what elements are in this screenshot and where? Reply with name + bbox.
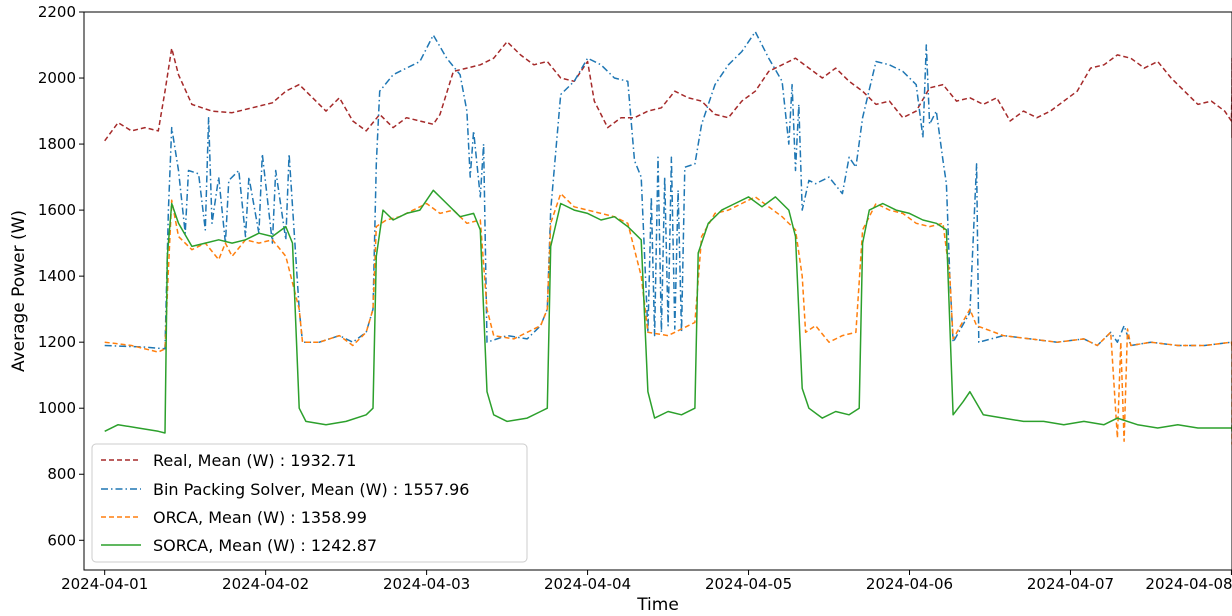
x-tick-label: 2024-04-04 <box>544 575 631 593</box>
y-tick-label: 1200 <box>38 333 76 351</box>
y-axis: 600 800 1000 1200 1400 1600 1800 2000 2200 <box>38 3 84 549</box>
legend-label-sorca: SORCA, Mean (W) : 1242.87 <box>153 536 377 555</box>
y-tick-label: 1000 <box>38 399 76 417</box>
y-tick-label: 800 <box>47 465 76 483</box>
y-tick-label: 1600 <box>38 201 76 219</box>
y-tick-label: 1800 <box>38 135 76 153</box>
series-layer <box>104 31 1232 445</box>
x-axis-title: Time <box>636 595 679 615</box>
x-axis: 2024-04-01 2024-04-02 2024-04-03 2024-04-04… <box>61 570 1232 593</box>
y-tick-label: 1400 <box>38 267 76 285</box>
x-tick-label: 2024-04-01 <box>61 575 148 593</box>
x-tick-label: 2024-04-07 <box>1027 575 1114 593</box>
y-tick-label: 2200 <box>38 3 76 21</box>
legend: Real, Mean (W) : 1932.71 Bin Packing Sol… <box>91 443 528 563</box>
series-line-sorca <box>104 189 1232 434</box>
y-tick-label: 600 <box>47 531 76 549</box>
x-tick-label: 2024-04-08 <box>1145 575 1232 593</box>
legend-label-bin-packing: Bin Packing Solver, Mean (W) : 1557.96 <box>153 480 469 499</box>
series-line-bin-packing-solver <box>104 31 1232 350</box>
y-axis-title: Average Power (W) <box>9 210 29 372</box>
plot-frame <box>83 11 1232 571</box>
series-line-real <box>104 40 1232 142</box>
x-tick-label: 2024-04-02 <box>222 575 309 593</box>
series-line-orca <box>104 192 1232 445</box>
legend-label-orca: ORCA, Mean (W) : 1358.99 <box>153 508 367 527</box>
legend-label-real: Real, Mean (W) : 1932.71 <box>153 451 356 470</box>
y-tick-label: 2000 <box>38 69 76 87</box>
x-tick-label: 2024-04-05 <box>705 575 792 593</box>
x-tick-label: 2024-04-03 <box>383 575 470 593</box>
x-tick-label: 2024-04-06 <box>866 575 953 593</box>
legend-box <box>91 443 528 563</box>
